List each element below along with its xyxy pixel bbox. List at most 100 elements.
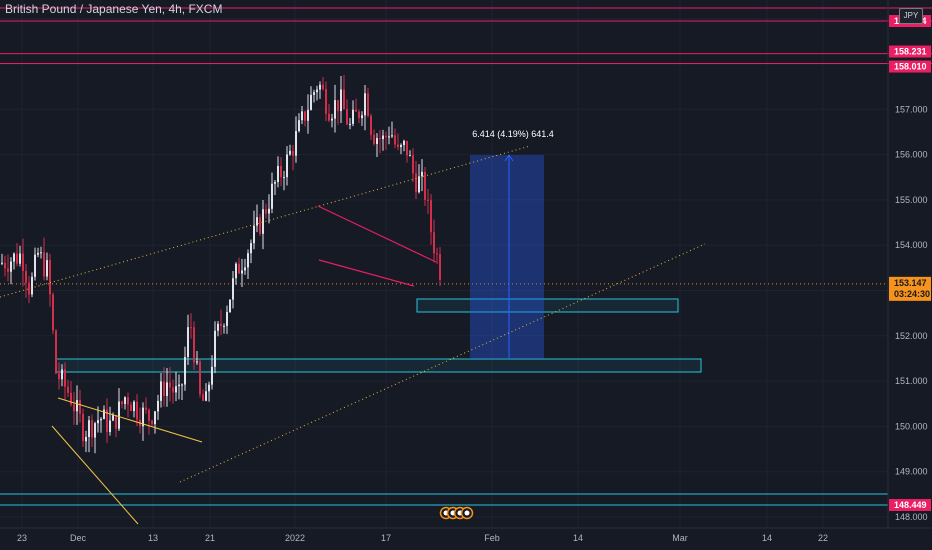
candle-body bbox=[58, 373, 60, 380]
candle-body bbox=[16, 253, 18, 264]
candle-body bbox=[301, 111, 303, 121]
candle-body bbox=[436, 253, 438, 255]
candle-body bbox=[289, 150, 291, 155]
candle-body bbox=[49, 260, 51, 295]
candle-body bbox=[4, 262, 6, 269]
candle-body bbox=[364, 93, 366, 116]
candle-body bbox=[79, 400, 81, 414]
candle-body bbox=[10, 261, 12, 272]
price-badge-bg bbox=[889, 499, 931, 511]
y-tick-label: 156.000 bbox=[895, 150, 928, 160]
currency-badge: JPY bbox=[899, 8, 923, 24]
candle-body bbox=[400, 145, 402, 147]
candle-body bbox=[286, 154, 288, 178]
candle-body bbox=[97, 420, 99, 424]
candle-body bbox=[343, 89, 345, 110]
candle-body bbox=[310, 94, 312, 110]
candle-body bbox=[367, 93, 369, 116]
candle-body bbox=[76, 400, 78, 412]
candle-body bbox=[439, 254, 441, 280]
candle-body bbox=[124, 397, 126, 404]
candle-body bbox=[235, 263, 237, 279]
countdown-label: 03:24:30 bbox=[894, 289, 930, 299]
candle-body bbox=[265, 209, 267, 214]
candle-body bbox=[169, 382, 171, 388]
candle-body bbox=[394, 135, 396, 145]
candle-body bbox=[226, 312, 228, 326]
candle-body bbox=[94, 423, 96, 438]
candle-body bbox=[328, 113, 330, 121]
candle-body bbox=[418, 176, 420, 193]
x-tick-label: 13 bbox=[148, 533, 158, 543]
candle-body bbox=[88, 420, 90, 437]
measure-box bbox=[470, 155, 544, 359]
candle-body bbox=[247, 253, 249, 268]
candle-body bbox=[184, 356, 186, 385]
candle-body bbox=[52, 294, 54, 331]
wedge-line bbox=[51, 425, 139, 525]
candle-body bbox=[100, 418, 102, 421]
channel-line bbox=[317, 205, 437, 263]
y-tick-label: 152.000 bbox=[895, 331, 928, 341]
candle-body bbox=[220, 323, 222, 326]
candle-body bbox=[280, 165, 282, 178]
measure-arrowhead bbox=[504, 154, 514, 162]
candle-body bbox=[292, 150, 294, 156]
candle-body bbox=[223, 325, 225, 327]
candle-body bbox=[307, 109, 309, 121]
candle-body bbox=[259, 217, 261, 234]
candle-body bbox=[262, 209, 264, 234]
candle-body bbox=[37, 252, 39, 255]
candle-body bbox=[373, 134, 375, 144]
candle-body bbox=[73, 404, 75, 412]
candle-body bbox=[196, 361, 198, 363]
candle-body bbox=[130, 404, 132, 412]
price-badge: 158.231 bbox=[894, 47, 927, 57]
candle-body bbox=[421, 171, 423, 177]
candle-body bbox=[43, 252, 45, 277]
candle-body bbox=[214, 330, 216, 367]
candle-body bbox=[205, 391, 207, 401]
candle-body bbox=[166, 382, 168, 396]
candle-body bbox=[34, 254, 36, 277]
event-icon-dot bbox=[464, 510, 470, 516]
candle-body bbox=[40, 252, 42, 254]
candle-body bbox=[25, 271, 27, 283]
candle-body bbox=[385, 135, 387, 138]
candle-body bbox=[187, 327, 189, 357]
candle-body bbox=[403, 140, 405, 146]
x-tick-label: 23 bbox=[17, 533, 27, 543]
candle-body bbox=[217, 323, 219, 331]
candle-body bbox=[121, 401, 123, 404]
last-price-badge-bg bbox=[889, 276, 931, 301]
candle-body bbox=[337, 100, 339, 112]
candle-body bbox=[370, 115, 372, 135]
candle-body bbox=[253, 225, 255, 244]
candle-body bbox=[283, 177, 285, 179]
candle-body bbox=[295, 131, 297, 156]
candle-body bbox=[64, 369, 66, 387]
candle-body bbox=[232, 278, 234, 300]
candle-body bbox=[397, 144, 399, 147]
candle-body bbox=[67, 386, 69, 393]
candle-body bbox=[181, 384, 183, 386]
candle-body bbox=[7, 268, 9, 272]
lower-trend-line bbox=[179, 243, 706, 483]
candle-body bbox=[406, 140, 408, 156]
candle-body bbox=[103, 409, 105, 419]
candle-body bbox=[190, 327, 192, 329]
candle-body bbox=[322, 84, 324, 90]
candles bbox=[1, 75, 441, 454]
y-tick-label: 148.000 bbox=[895, 512, 928, 522]
candle-body bbox=[193, 327, 195, 363]
channel-line bbox=[318, 259, 415, 287]
candle-body bbox=[136, 401, 138, 420]
candle-body bbox=[271, 183, 273, 209]
candle-body bbox=[109, 420, 111, 433]
candle-body bbox=[127, 397, 129, 405]
candle-body bbox=[382, 135, 384, 140]
candle-body bbox=[91, 420, 93, 438]
candle-body bbox=[82, 413, 84, 442]
candle-body bbox=[334, 100, 336, 119]
